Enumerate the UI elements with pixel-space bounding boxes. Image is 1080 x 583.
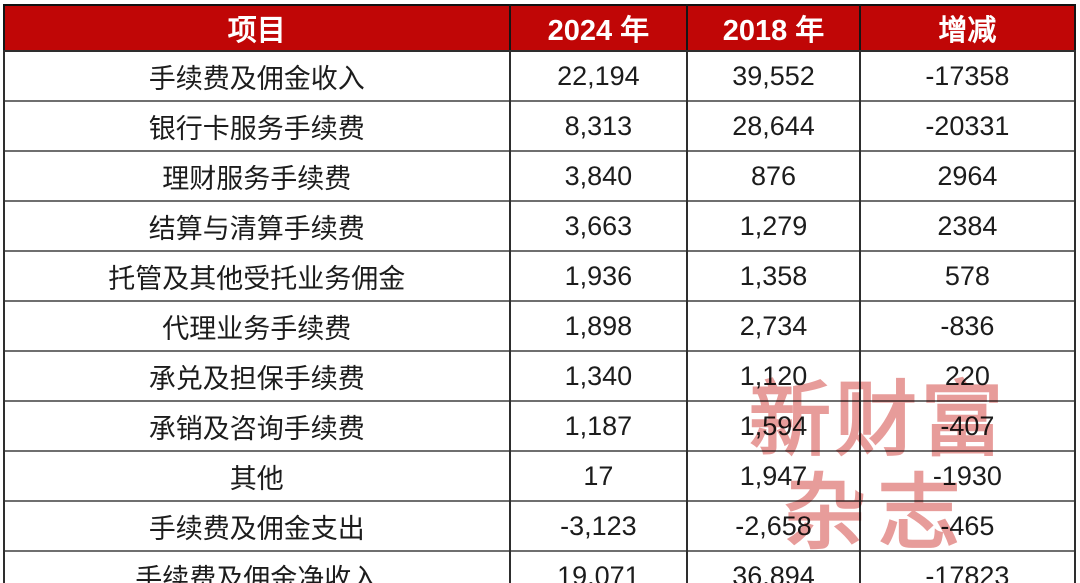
header-change: 增减 (858, 4, 1077, 52)
row-2024-value: 3,663 (508, 200, 689, 251)
row-item-label: 托管及其他受托业务佣金 (3, 250, 511, 301)
row-2024-value: 17 (508, 450, 689, 501)
table-row: 手续费及佣金支出 -3,123 -2,658 -465 (3, 500, 1077, 551)
row-change-value: -17823 (858, 550, 1077, 583)
row-2024-value: 1,187 (508, 400, 689, 451)
row-item-label: 其他 (3, 450, 511, 501)
table-row: 承兑及担保手续费 1,340 1,120 220 (3, 350, 1077, 401)
table-row: 结算与清算手续费 3,663 1,279 2384 (3, 200, 1077, 251)
header-item: 项目 (3, 4, 511, 52)
row-item-label: 承兑及担保手续费 (3, 350, 511, 401)
table-row: 托管及其他受托业务佣金 1,936 1,358 578 (3, 250, 1077, 301)
row-change-value: 2964 (858, 150, 1077, 201)
row-2018-value: 1,594 (686, 400, 861, 451)
row-change-value: -465 (858, 500, 1077, 551)
row-item-label: 手续费及佣金支出 (3, 500, 511, 551)
row-2024-value: 1,340 (508, 350, 689, 401)
row-2024-value: 1,936 (508, 250, 689, 301)
row-change-value: 578 (858, 250, 1077, 301)
row-2018-value: 876 (686, 150, 861, 201)
row-2018-value: 1,358 (686, 250, 861, 301)
row-2024-value: 1,898 (508, 300, 689, 351)
row-2018-value: 39,552 (686, 50, 861, 101)
row-change-value: -836 (858, 300, 1077, 351)
table-row: 手续费及佣金收入 22,194 39,552 -17358 (3, 50, 1077, 101)
table-row: 手续费及佣金净收入 19,071 36,894 -17823 (3, 550, 1077, 583)
table-row: 代理业务手续费 1,898 2,734 -836 (3, 300, 1077, 351)
row-2024-value: -3,123 (508, 500, 689, 551)
row-2024-value: 22,194 (508, 50, 689, 101)
row-item-label: 手续费及佣金净收入 (3, 550, 511, 583)
table-header-row: 项目 2024 年 2018 年 增减 (3, 4, 1077, 52)
fee-commission-table: 项目 2024 年 2018 年 增减 手续费及佣金收入 22,194 39,5… (3, 4, 1077, 583)
header-2024: 2024 年 (508, 4, 689, 52)
row-2024-value: 3,840 (508, 150, 689, 201)
table-row: 承销及咨询手续费 1,187 1,594 -407 (3, 400, 1077, 451)
row-2024-value: 19,071 (508, 550, 689, 583)
row-2018-value: 1,947 (686, 450, 861, 501)
row-item-label: 手续费及佣金收入 (3, 50, 511, 101)
row-change-value: -407 (858, 400, 1077, 451)
row-2018-value: 2,734 (686, 300, 861, 351)
table-row: 理财服务手续费 3,840 876 2964 (3, 150, 1077, 201)
row-item-label: 承销及咨询手续费 (3, 400, 511, 451)
row-2024-value: 8,313 (508, 100, 689, 151)
row-2018-value: -2,658 (686, 500, 861, 551)
table-row: 银行卡服务手续费 8,313 28,644 -20331 (3, 100, 1077, 151)
row-item-label: 代理业务手续费 (3, 300, 511, 351)
row-change-value: -17358 (858, 50, 1077, 101)
table-row: 其他 17 1,947 -1930 (3, 450, 1077, 501)
row-item-label: 结算与清算手续费 (3, 200, 511, 251)
row-item-label: 银行卡服务手续费 (3, 100, 511, 151)
row-2018-value: 1,120 (686, 350, 861, 401)
row-2018-value: 28,644 (686, 100, 861, 151)
header-2018: 2018 年 (686, 4, 861, 52)
row-2018-value: 1,279 (686, 200, 861, 251)
row-change-value: -1930 (858, 450, 1077, 501)
row-change-value: 2384 (858, 200, 1077, 251)
row-change-value: 220 (858, 350, 1077, 401)
row-2018-value: 36,894 (686, 550, 861, 583)
row-change-value: -20331 (858, 100, 1077, 151)
row-item-label: 理财服务手续费 (3, 150, 511, 201)
